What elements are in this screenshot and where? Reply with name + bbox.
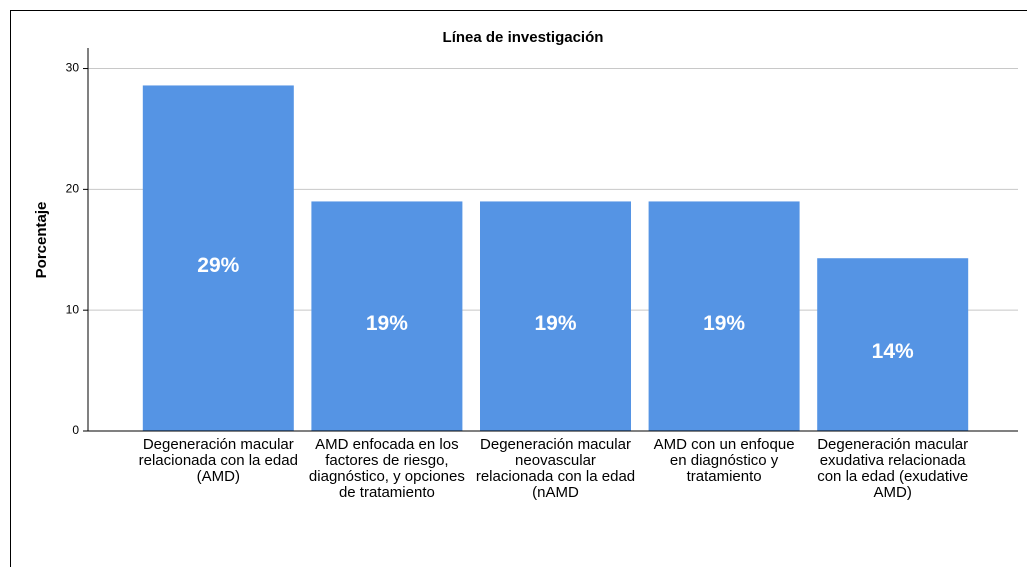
frame [10, 10, 1027, 567]
y-tick-label: 20 [66, 182, 80, 196]
data-label: 29% [197, 254, 239, 277]
data-label: 14% [872, 340, 914, 363]
data-label: 19% [366, 312, 408, 335]
x-tick-label: Degeneración macular relacionada con la … [138, 436, 298, 485]
x-tick-label: AMD enfocada en los factores de riesgo, … [308, 436, 465, 501]
y-axis-label: Porcentaje [33, 202, 50, 279]
x-tick-label: AMD con un enfoque en diagnóstico y trat… [653, 436, 795, 485]
bar [817, 258, 969, 431]
x-tick-label: Degeneración macular neovascular relacio… [475, 436, 636, 501]
bar [311, 201, 463, 431]
data-label: 19% [534, 312, 576, 335]
data-label: 19% [703, 312, 745, 335]
y-tick-label: 30 [66, 61, 80, 75]
y-tick-label: 0 [72, 423, 79, 437]
bar [480, 201, 631, 431]
y-tick-label: 10 [66, 302, 80, 316]
x-tick-label: Degeneración macular exudativa relaciona… [817, 436, 969, 501]
bar [648, 201, 800, 431]
chart-title: Línea de investigación [443, 29, 604, 46]
bar [142, 85, 294, 432]
